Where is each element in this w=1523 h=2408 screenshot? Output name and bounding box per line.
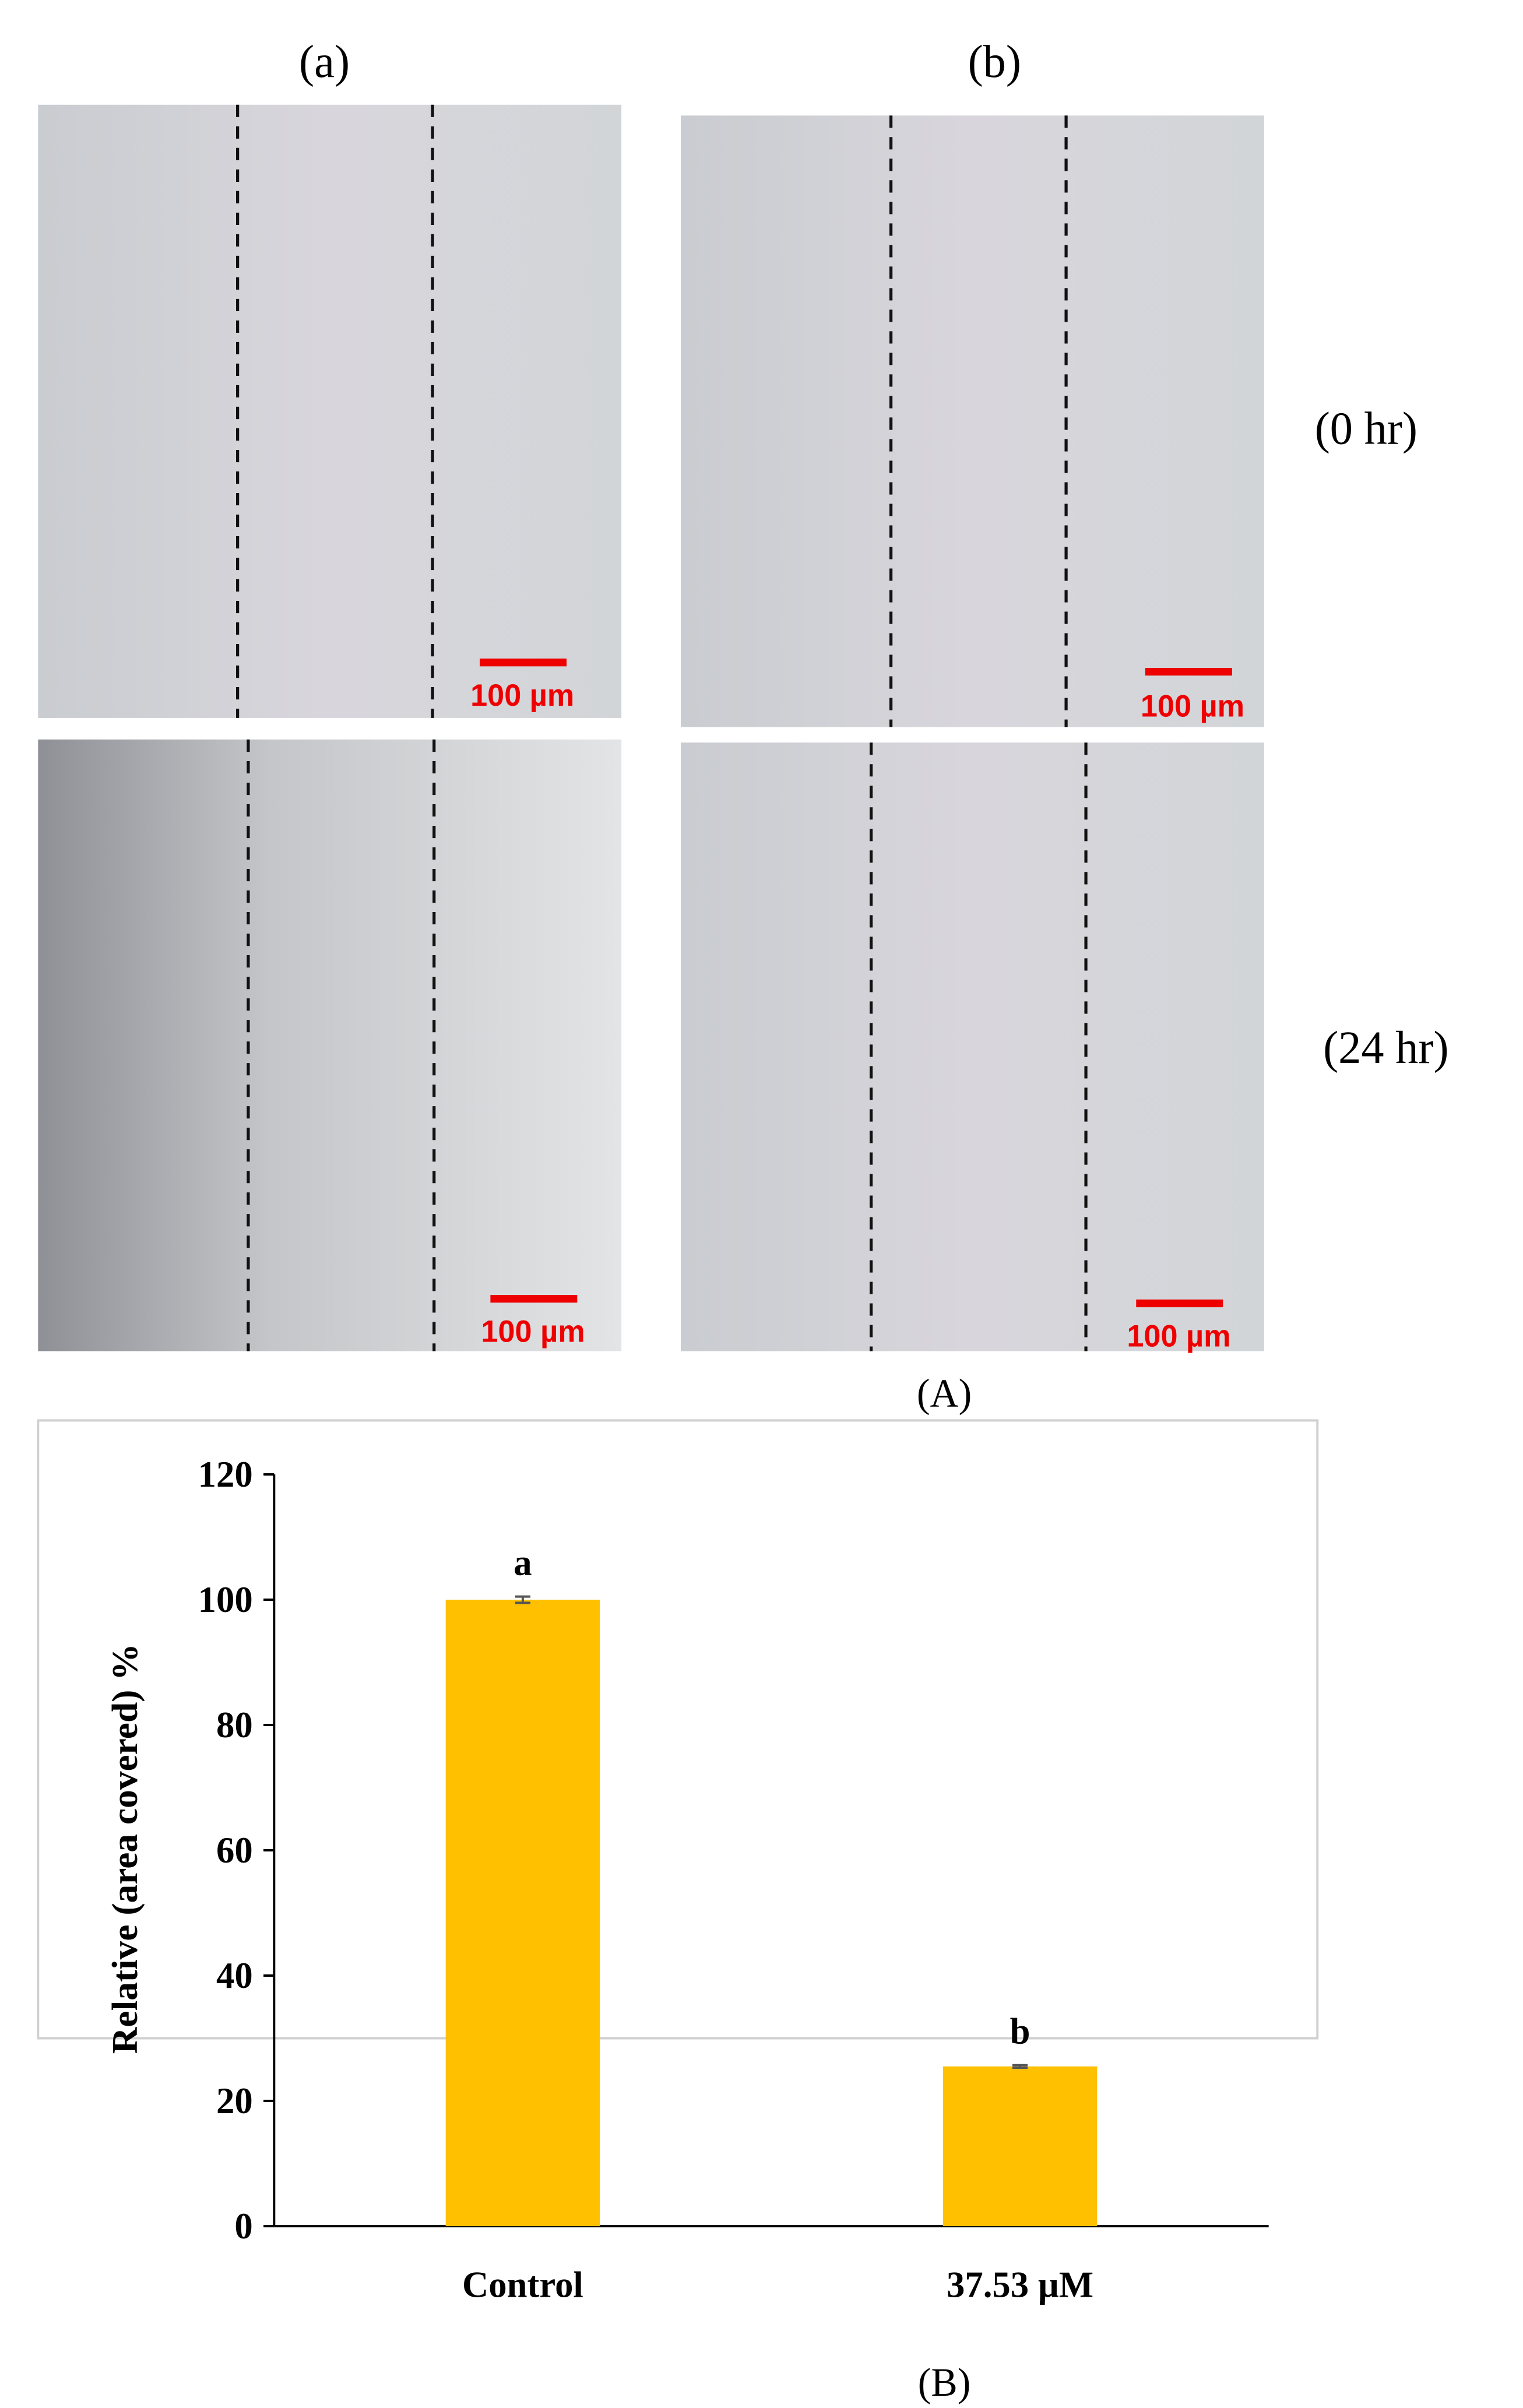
x-tick-label: 37.53 µM	[947, 2264, 1093, 2305]
column-label: (a)	[299, 37, 350, 88]
y-tick-label: 40	[216, 1955, 253, 1996]
plot: 0 20 40 60 80 100 120 Control a 37.53 µM b	[198, 1454, 1269, 2305]
row-label: (0 hr)	[1315, 403, 1418, 455]
y-tick-label: 100	[198, 1579, 253, 1620]
micrograph	[681, 115, 1264, 727]
y-tick-label: 80	[216, 1705, 253, 1745]
bar	[445, 1599, 600, 2227]
scale-bar-label: 100 µm	[1127, 1319, 1230, 1353]
significance-label: b	[1010, 2011, 1030, 2051]
micrograph	[38, 104, 622, 718]
error-bar	[515, 1595, 530, 1604]
panel-label: (A)	[917, 1371, 972, 1415]
micrograph	[681, 742, 1264, 1351]
row-label: (24 hr)	[1323, 1023, 1448, 1074]
column-label: (b)	[968, 37, 1021, 88]
micrograph	[38, 739, 622, 1351]
x-tick-label: Control	[462, 2264, 583, 2305]
scale-bar-label: 100 µm	[470, 678, 574, 713]
y-tick-label: 120	[198, 1454, 253, 1495]
bar	[942, 2066, 1098, 2227]
y-tick-label: 0	[234, 2206, 252, 2247]
error-bar	[1012, 2064, 1028, 2069]
scale-bar-label: 100 µm	[1141, 689, 1244, 723]
wound-edges	[236, 104, 1088, 1351]
y-axis-label: Relative (area covered) %	[104, 1643, 145, 2054]
micrographs: 100 µm 100 µm 100 µm 100 µm	[38, 104, 1264, 1354]
significance-label: a	[513, 1542, 532, 1583]
y-tick-label: 20	[216, 2080, 253, 2121]
panel-label: (B)	[918, 2360, 971, 2404]
chart-frame	[37, 1419, 1319, 2040]
scale-bar-label: 100 µm	[481, 1314, 585, 1349]
scale-bar-lines	[480, 659, 1232, 1308]
y-tick-label: 60	[216, 1830, 253, 1871]
